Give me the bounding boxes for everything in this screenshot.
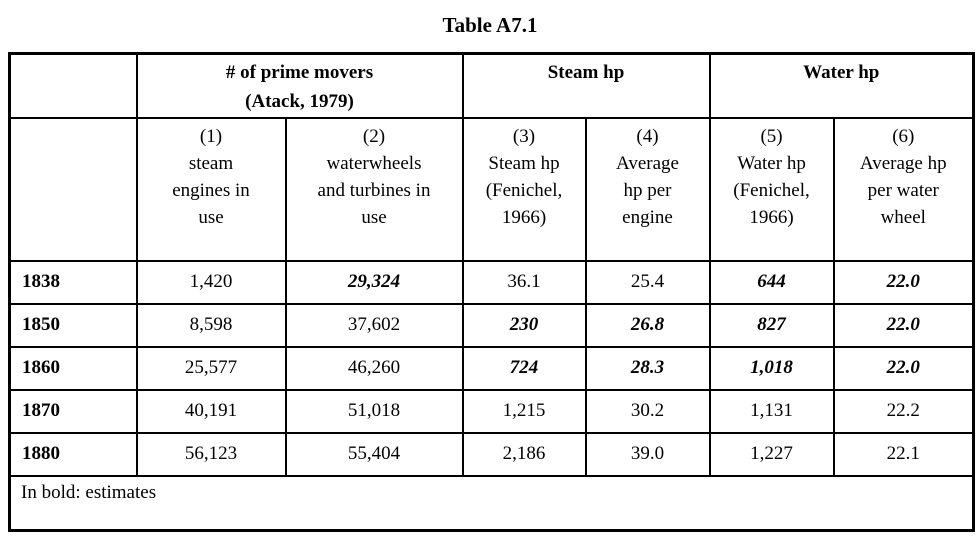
table-cell: 46,260 [284,345,464,391]
table-cell: 28.3 [584,345,711,391]
table-cell: 26.8 [584,302,711,348]
col-label-3: Steam hp (Fenichel, 1966) [485,152,563,228]
col-header-5: (5) Water hp (Fenichel, 1966) [708,116,835,262]
col-header-4: (4) Average hp per engine [584,116,711,262]
group-header-row: # of prime movers (Atack, 1979) Steam hp… [8,52,975,119]
group-header-prime-movers: # of prime movers (Atack, 1979) [135,52,464,119]
col-number-1: (1) [199,125,223,147]
table-row-1880: 1880 56,123 55,404 2,186 39.0 1,227 22.1 [8,431,975,477]
table-cell: 22.0 [832,302,975,348]
column-header-row: (1) steam engines in use (2) waterwheels… [8,116,975,262]
footnote-row: In bold: estimates [8,474,975,532]
table-cell: 40,191 [135,388,287,434]
table-cell: 1,018 [708,345,835,391]
table-cell: 56,123 [135,431,287,477]
col-header-6: (6) Average hp per water wheel [832,116,975,262]
table-cell: 22.2 [832,388,975,434]
table-cell: 25,577 [135,345,287,391]
year-header-cell [8,116,138,262]
year-label: 1880 [8,431,138,477]
table-row-1838: 1838 1,420 29,324 36.1 25.4 644 22.0 [8,259,975,305]
data-table: # of prime movers (Atack, 1979) Steam hp… [8,52,976,532]
col-label-5: Water hp (Fenichel, 1966) [733,152,810,228]
table-row-1870: 1870 40,191 51,018 1,215 30.2 1,131 22.2 [8,388,975,434]
table-cell: 1,131 [708,388,835,434]
col-header-2: (2) waterwheels and turbines in use [284,116,464,262]
table-cell: 39.0 [584,431,711,477]
table-cell: 230 [461,302,587,348]
table-cell: 36.1 [461,259,587,305]
table-row-1860: 1860 25,577 46,260 724 28.3 1,018 22.0 [8,345,975,391]
col-number-3: (3) [512,125,536,147]
year-label: 1870 [8,388,138,434]
group-header-steam-hp: Steam hp [461,52,711,119]
table-cell: 1,215 [461,388,587,434]
year-label: 1850 [8,302,138,348]
table-cell: 29,324 [284,259,464,305]
table-cell: 1,227 [708,431,835,477]
page-title: Table A7.1 [442,13,538,37]
col-label-2: waterwheels and turbines in use [317,152,431,228]
table-cell: 644 [708,259,835,305]
table-cell: 25.4 [584,259,711,305]
table-row-1850: 1850 8,598 37,602 230 26.8 827 22.0 [8,302,975,348]
table-cell: 30.2 [584,388,711,434]
col-number-5: (5) [760,125,783,147]
table-cell: 1,420 [135,259,287,305]
table-cell: 22.0 [832,345,975,391]
table-cell: 22.0 [832,259,975,305]
table-cell: 55,404 [284,431,464,477]
table-cell: 51,018 [284,388,464,434]
group-header-water-hp: Water hp [708,52,975,119]
table-cell: 37,602 [284,302,464,348]
year-label: 1860 [8,345,138,391]
corner-cell [8,52,138,119]
table-cell: 8,598 [135,302,287,348]
year-label: 1838 [8,259,138,305]
table-cell: 22.1 [832,431,975,477]
col-number-6: (6) [892,125,915,147]
col-header-1: (1) steam engines in use [135,116,287,262]
table-cell: 724 [461,345,587,391]
col-label-1: steam engines in use [172,152,250,228]
col-number-2: (2) [362,125,386,147]
col-label-4: Average hp per engine [616,152,679,228]
table-cell: 2,186 [461,431,587,477]
footnote: In bold: estimates [8,474,975,532]
table-cell: 827 [708,302,835,348]
col-number-4: (4) [636,125,659,147]
col-label-6: Average hp per water wheel [859,152,947,228]
col-header-3: (3) Steam hp (Fenichel, 1966) [461,116,587,262]
